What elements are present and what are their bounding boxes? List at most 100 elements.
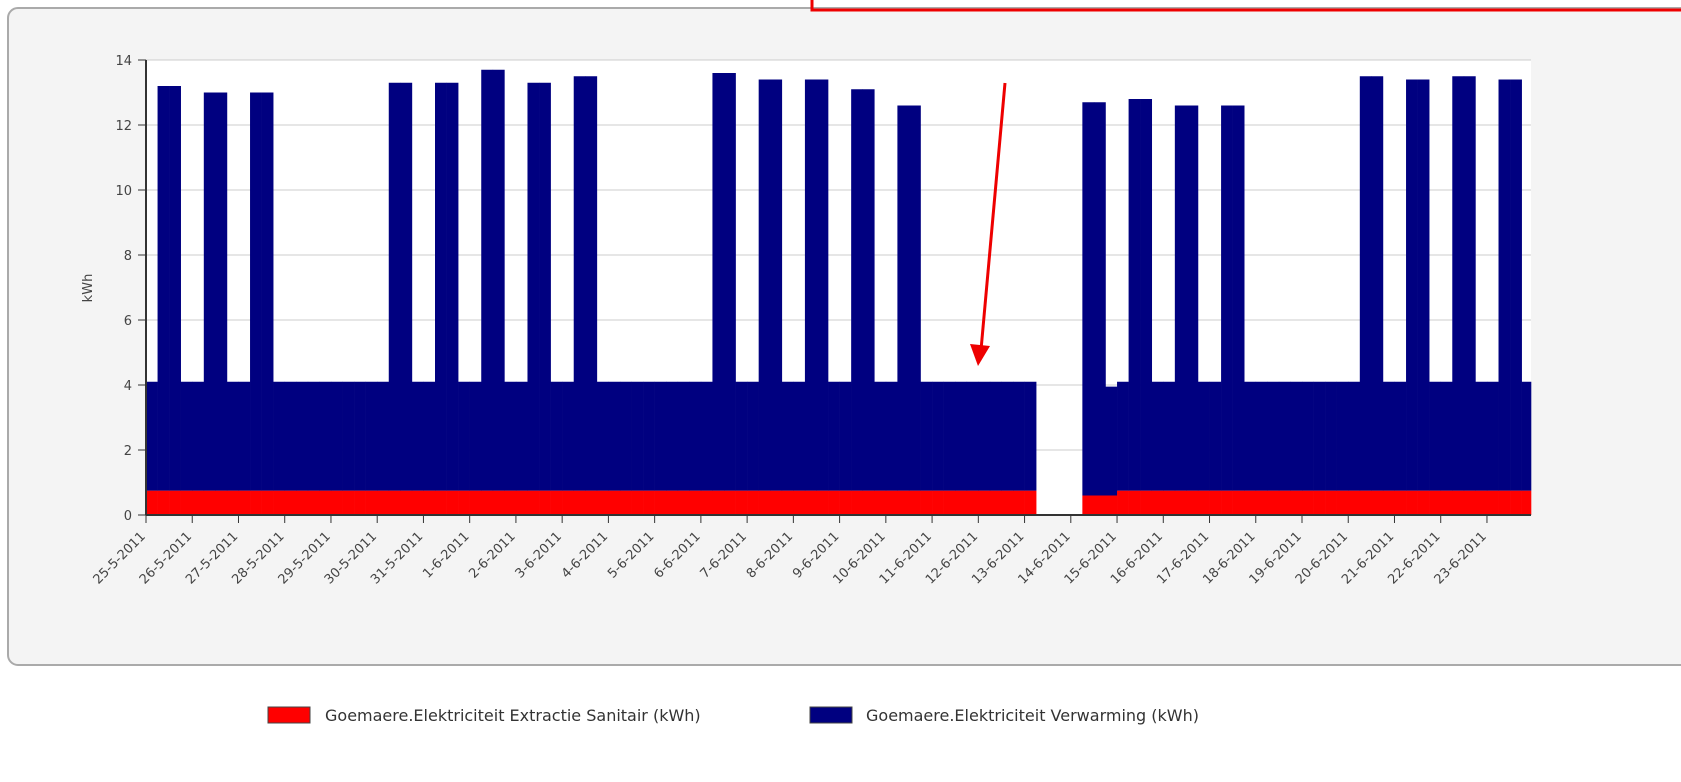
area-segment [1440,381,1453,491]
area-segment [908,105,921,491]
area-segment [1325,381,1337,491]
area-segment [1359,76,1372,491]
area-segment [1024,490,1037,515]
area-segment [955,381,968,491]
area-segment [1001,381,1014,491]
area-segment [1082,102,1095,496]
area-segment [1394,490,1407,515]
area-segment [215,92,228,491]
area-segment [481,490,494,515]
area-segment [192,490,205,515]
legend-swatch [267,706,311,724]
area-segment [273,490,286,515]
area-segment [793,381,806,491]
legend-swatch [809,706,853,724]
area-segment [596,490,609,515]
area-segment [400,82,413,491]
area-segment [1267,381,1280,491]
area-segment [261,92,274,491]
area-segment [770,490,783,515]
area-segment [1128,490,1141,515]
area-segment [643,381,655,491]
y-tick-label: 8 [124,249,132,264]
area-segment [1486,490,1499,515]
area-segment [377,490,390,515]
area-segment [1521,490,1532,515]
area-segment [1244,381,1257,491]
area-segment [1128,99,1141,491]
area-segment [573,490,586,515]
area-segment [631,490,644,515]
area-segment [770,79,783,491]
area-segment [1163,490,1176,515]
area-segment [1463,76,1476,491]
area-segment [1290,381,1303,491]
area-segment [1498,490,1511,515]
area-segment [1013,490,1025,515]
area-segment [1348,381,1361,491]
area-segment [1521,381,1532,491]
area-segment [458,490,470,515]
area-segment [724,73,736,491]
area-segment [908,490,921,515]
y-axis-label: kWh [81,274,96,303]
area-segment [955,490,968,515]
area-segment [631,381,644,491]
area-segment [342,381,355,491]
area-segment [943,381,956,491]
y-tick-label: 4 [124,379,132,394]
area-segment [1117,490,1129,515]
area-segment [735,381,748,491]
area-segment [492,490,505,515]
area-segment [1163,381,1176,491]
area-segment [804,490,817,515]
area-segment [238,381,251,491]
area-segment [839,381,852,491]
legend-label: Goemaere.Elektriciteit Extractie Sanitai… [325,706,701,725]
area-segment [1452,76,1465,491]
area-segment [550,490,563,515]
y-tick-label: 6 [124,314,132,329]
area-segment [1209,490,1222,515]
area-segment [781,490,794,515]
area-segment [1105,386,1118,496]
area-segment [1452,490,1465,515]
area-segment [169,490,181,515]
area-segment [1371,76,1384,491]
area-segment [562,381,575,491]
area-segment [504,381,517,491]
area-segment [307,490,320,515]
area-segment [989,490,1002,515]
area-segment [619,490,632,515]
area-segment [897,105,910,491]
area-segment [1313,381,1326,491]
area-segment [654,490,667,515]
area-segment [816,79,829,491]
area-segment [527,490,540,515]
area-segment [1429,381,1442,491]
area-segment [608,490,621,515]
area-segment [943,490,956,515]
area-segment [828,381,840,491]
area-segment [1278,381,1291,491]
area-segment [1255,381,1268,491]
area-segment [839,490,852,515]
area-segment [226,490,239,515]
area-segment [966,381,979,491]
area-segment [411,381,424,491]
area-segment [1232,490,1245,515]
area-segment [747,381,759,491]
arrow-head [970,344,990,366]
area-segment [330,490,343,515]
area-segment [203,92,216,491]
area-segment [354,381,366,491]
area-segment [365,381,378,491]
area-segment [1394,381,1407,491]
area-segment [180,381,193,491]
area-segment [978,381,991,491]
area-segment [1232,105,1245,491]
area-segment [1093,495,1106,515]
area-segment [330,381,343,491]
area-segment [1209,381,1222,491]
